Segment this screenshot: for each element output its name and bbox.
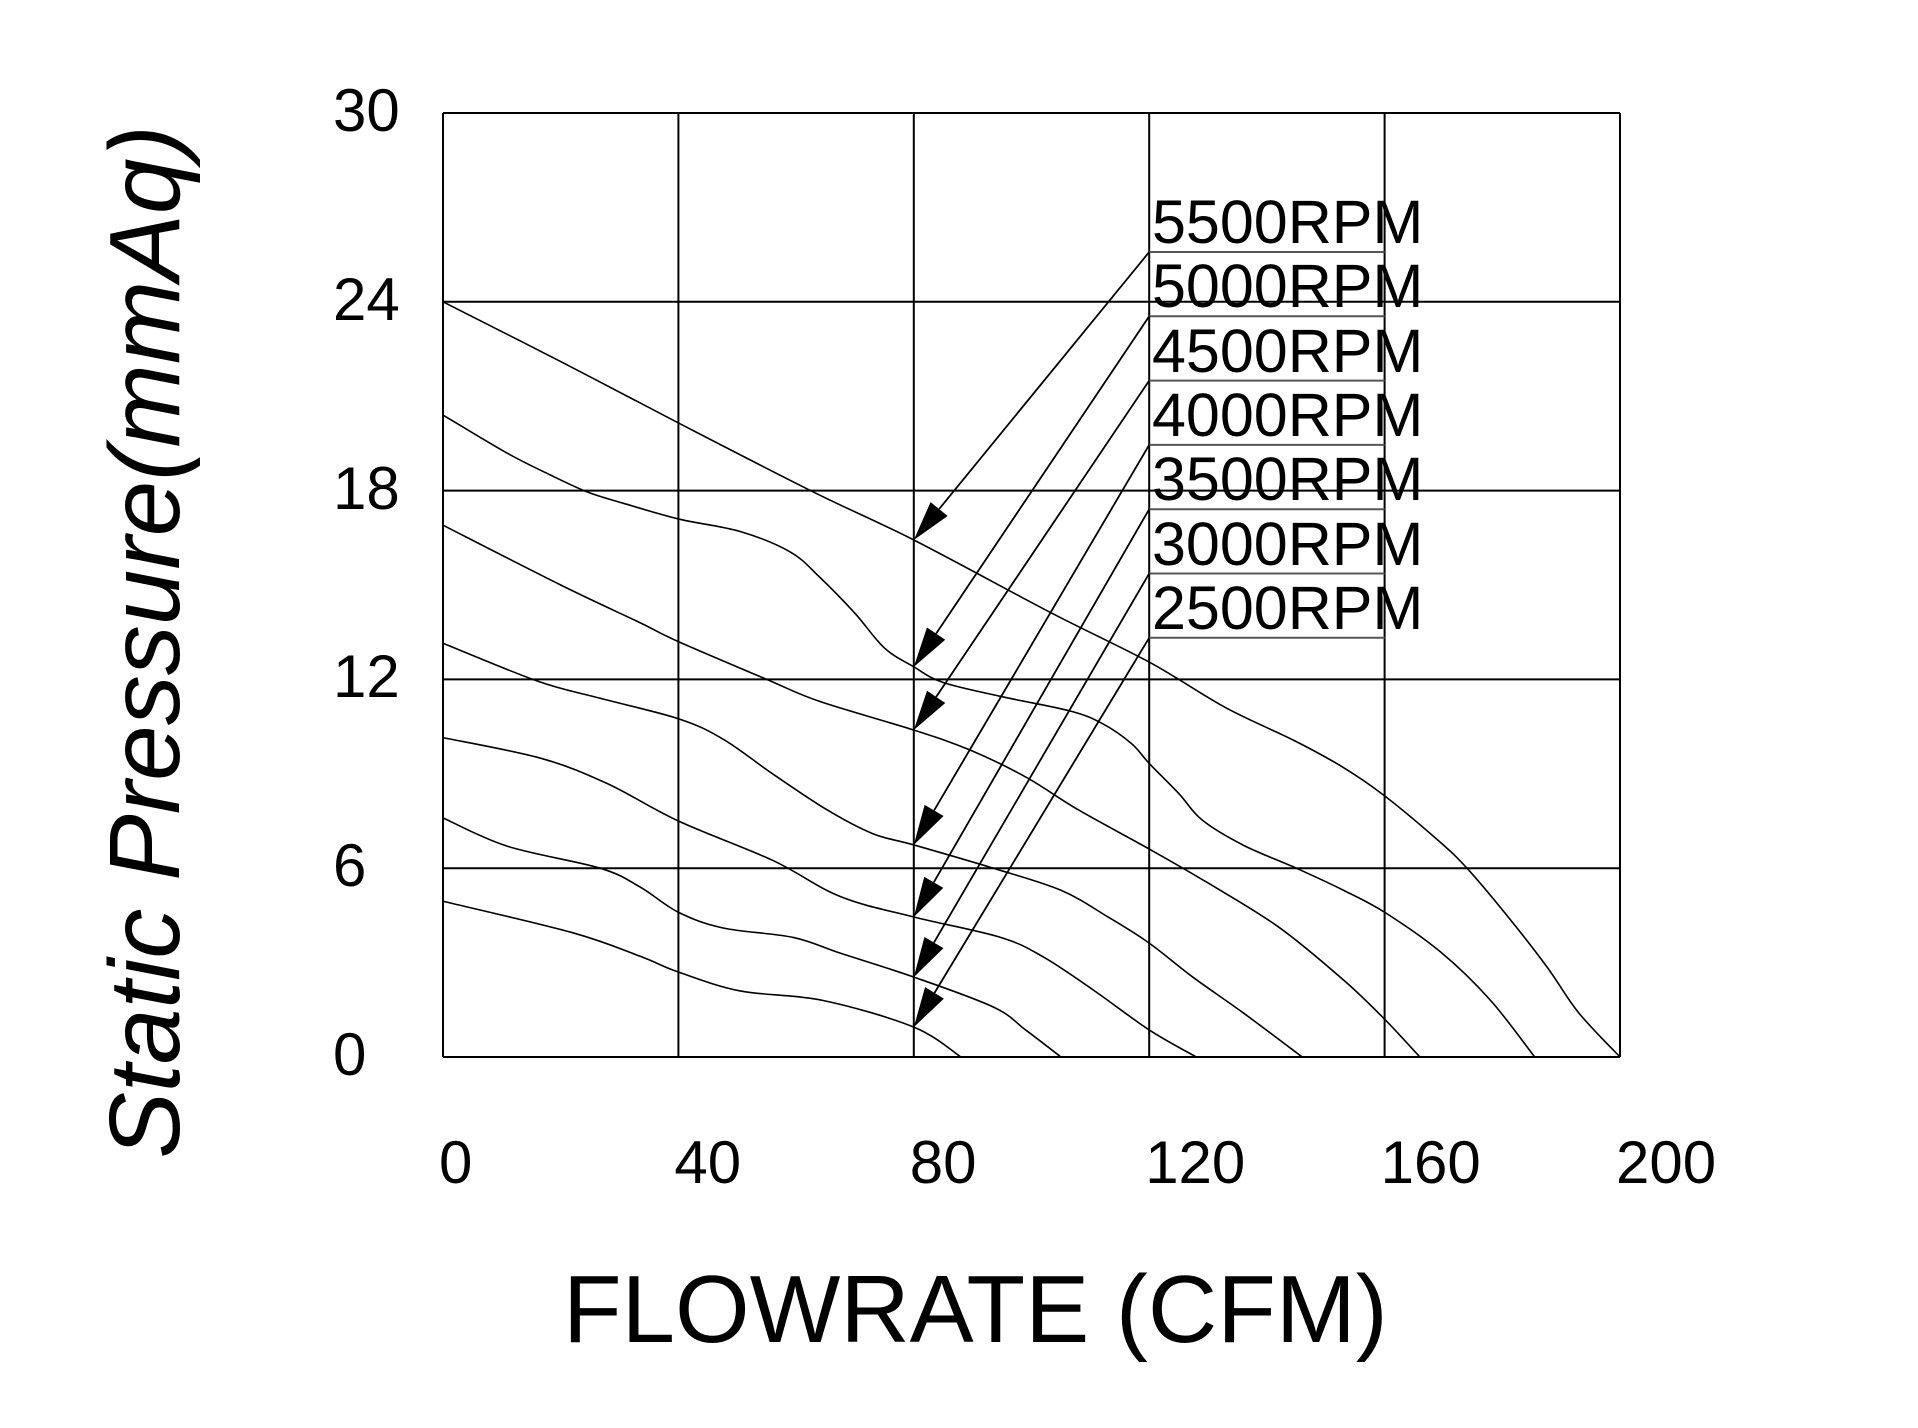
x-tick-label: 160 [1380, 1129, 1481, 1196]
legend-leaders [913, 251, 1385, 1028]
arrowhead-icon [913, 690, 946, 731]
y-tick-label: 30 [333, 77, 400, 144]
leader-line [933, 573, 1150, 943]
y-tick-label: 0 [333, 1021, 367, 1088]
curve-2500rpm [442, 900, 962, 1058]
arrowhead-icon [913, 502, 948, 541]
arrowhead-icon [913, 804, 944, 845]
arrowhead-icon [913, 627, 946, 667]
x-tick-label: 0 [439, 1129, 473, 1196]
x-tick-label: 120 [1145, 1129, 1246, 1196]
leader-line [938, 251, 1150, 510]
y-tick-label: 12 [333, 643, 400, 711]
y-tick-label: 24 [333, 265, 400, 333]
x-tick-label: 80 [909, 1129, 977, 1196]
arrowhead-icon [913, 987, 944, 1028]
y-tick-label: 18 [333, 454, 400, 522]
curve-5000rpm [442, 414, 1536, 1058]
curve-4500rpm [442, 524, 1421, 1058]
x-axis-title: FLOWRATE (CFM) [563, 1256, 1388, 1363]
legend-label-5500rpm: 5500RPM [1152, 188, 1424, 256]
arrowhead-icon [913, 876, 944, 917]
curve-3500rpm [442, 736, 1197, 1058]
leader-line [935, 380, 1150, 698]
x-tick-label: 200 [1616, 1129, 1717, 1196]
leader-line [933, 637, 1150, 994]
curves [442, 301, 1621, 1058]
leader-line [935, 315, 1150, 635]
curve-4000rpm [442, 642, 1303, 1058]
curve-3000rpm [442, 817, 1062, 1058]
y-axis-title: Static Pressure(mmAq) [89, 125, 201, 1159]
arrowhead-icon [913, 936, 944, 978]
legend-label-5000rpm: 5000RPM [1152, 252, 1424, 321]
grid [442, 112, 1621, 1058]
leader-line [933, 444, 1150, 811]
curve-5500rpm [442, 301, 1621, 1058]
leader-line [933, 508, 1150, 883]
legend-label-4500rpm: 4500RPM [1152, 316, 1424, 385]
legend-label-4000rpm: 4000RPM [1152, 380, 1424, 449]
x-tick-label: 40 [674, 1129, 742, 1196]
legend-label-3000rpm: 3000RPM [1152, 509, 1424, 578]
legend-label-3500rpm: 3500RPM [1152, 445, 1424, 514]
legend-label-2500rpm: 2500RPM [1152, 573, 1424, 642]
y-tick-label: 6 [333, 832, 367, 900]
